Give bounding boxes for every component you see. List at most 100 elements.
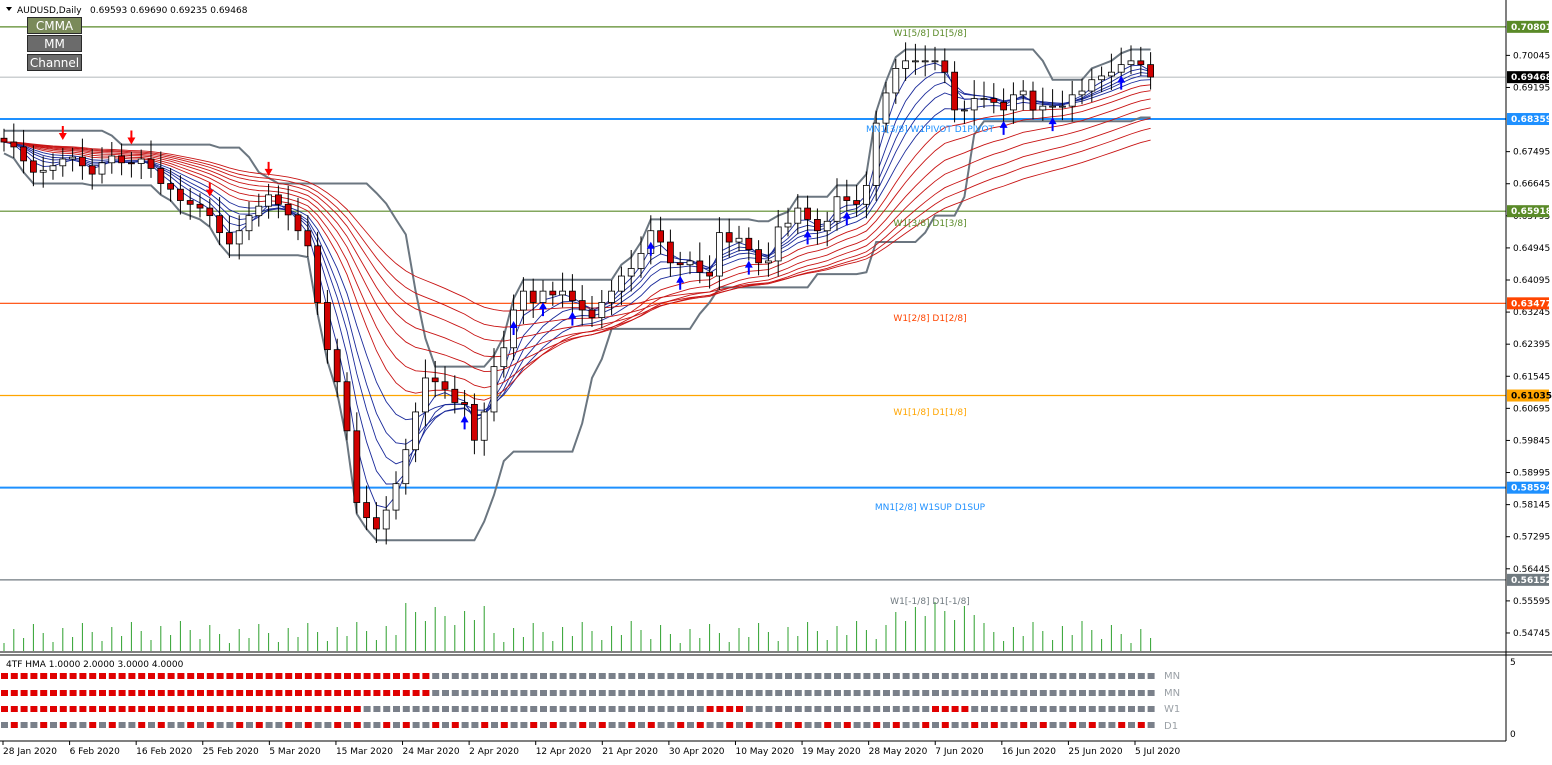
hma-cell: [667, 706, 675, 712]
hma-cell: [20, 673, 28, 679]
blue-ma-line: [3, 79, 1151, 421]
hma-cell: [971, 673, 979, 679]
hma-cell: [598, 706, 606, 712]
hma-cell: [755, 706, 763, 712]
candle-body: [372, 517, 380, 530]
hma-cell: [912, 706, 920, 712]
hma-cell: [285, 690, 293, 696]
hma-cell: [324, 673, 332, 679]
time-tick-label: 10 May 2020: [735, 747, 794, 757]
candle-body: [784, 222, 792, 228]
hma-cell: [1069, 673, 1077, 679]
hma-cell: [471, 722, 479, 728]
candle-body: [186, 200, 194, 205]
candle-body: [1098, 75, 1105, 81]
hma-cell: [99, 690, 106, 696]
price-tick-label: 0.62395: [1513, 340, 1550, 350]
hma-cell: [461, 690, 469, 696]
hma-cell: [941, 690, 949, 696]
hma-cell: [647, 690, 655, 696]
candle-body: [118, 155, 125, 164]
hma-cell: [363, 706, 371, 712]
candle-body: [196, 203, 204, 209]
hma-cell: [922, 673, 930, 679]
candle-body: [676, 262, 684, 266]
hma-cell: [295, 722, 302, 728]
hma-cell: [755, 690, 763, 696]
hma-cell: [128, 690, 136, 696]
hma-cell: [30, 722, 38, 728]
hma-cell: [951, 673, 959, 679]
hma-row-label-mn: MN: [1164, 688, 1180, 699]
hma-cell: [716, 722, 724, 728]
hma-cell: [393, 690, 400, 696]
time-tick-label: 15 Mar 2020: [336, 747, 393, 757]
hma-cell: [569, 673, 577, 679]
hma-cell: [177, 673, 185, 679]
hma-cell: [569, 722, 577, 728]
hma-cell: [520, 673, 528, 679]
hma-cell: [1030, 722, 1037, 728]
candle-body: [79, 156, 86, 167]
hma-cell: [167, 722, 175, 728]
hma-cell: [971, 722, 979, 728]
candle-body: [353, 430, 361, 503]
hma-cell: [79, 690, 87, 696]
hma-cell: [275, 690, 283, 696]
hma-cell: [295, 690, 302, 696]
hma-cell: [941, 706, 949, 712]
chart-dropdown-icon[interactable]: [6, 7, 12, 11]
hma-cell: [344, 673, 351, 679]
hma-cell: [1030, 690, 1037, 696]
candle-body: [304, 230, 312, 247]
hma-cell: [559, 706, 567, 712]
hma-cell: [304, 690, 312, 696]
candle-body: [108, 155, 116, 164]
hma-cell: [765, 706, 773, 712]
hma-cell: [530, 690, 538, 696]
hma-cell: [1137, 673, 1145, 679]
candle-body: [314, 245, 322, 303]
channel-button[interactable]: Channel: [27, 54, 82, 71]
hma-cell: [579, 673, 587, 679]
candle-body: [412, 411, 420, 451]
hma-cell: [990, 706, 998, 712]
hma-cell: [853, 706, 861, 712]
hma-cell: [618, 673, 626, 679]
mm-button[interactable]: MM: [27, 35, 82, 52]
hma-cell: [804, 706, 812, 712]
candle-body: [569, 290, 576, 301]
hma-cell: [1020, 706, 1028, 712]
red-ma-line: [3, 98, 1151, 373]
hma-cell: [402, 690, 410, 696]
hma-cell: [432, 673, 440, 679]
hma-cell: [206, 690, 214, 696]
cmma-button[interactable]: CMMA: [27, 17, 82, 34]
hma-cell: [628, 706, 636, 712]
candle-body: [1088, 79, 1096, 92]
time-tick-label: 5 Jul 2020: [1135, 747, 1180, 757]
candle-body: [804, 207, 811, 220]
hma-cell: [883, 690, 890, 696]
time-tick-label: 28 Jan 2020: [3, 747, 57, 757]
hma-cell: [412, 673, 420, 679]
hma-cell: [461, 673, 469, 679]
hma-cell: [393, 673, 400, 679]
hma-cell: [353, 690, 361, 696]
hma-cell: [226, 690, 234, 696]
hma-cell: [608, 690, 616, 696]
hma-cell: [981, 673, 988, 679]
hma-cell: [932, 706, 939, 712]
candle-body: [59, 158, 67, 167]
hma-cell: [510, 690, 518, 696]
hma-cell: [197, 673, 204, 679]
hma-cell: [510, 673, 518, 679]
hma-cell: [902, 706, 910, 712]
level-labels: W1[5/8] D1[5/8] MN1[3/8] W1PIVOT D1PIVOT…: [866, 29, 995, 607]
hma-cell: [540, 706, 547, 712]
hma-cell: [285, 706, 293, 712]
hma-cell: [1, 722, 8, 728]
hma-cell: [1088, 673, 1096, 679]
hma-cell: [647, 673, 655, 679]
